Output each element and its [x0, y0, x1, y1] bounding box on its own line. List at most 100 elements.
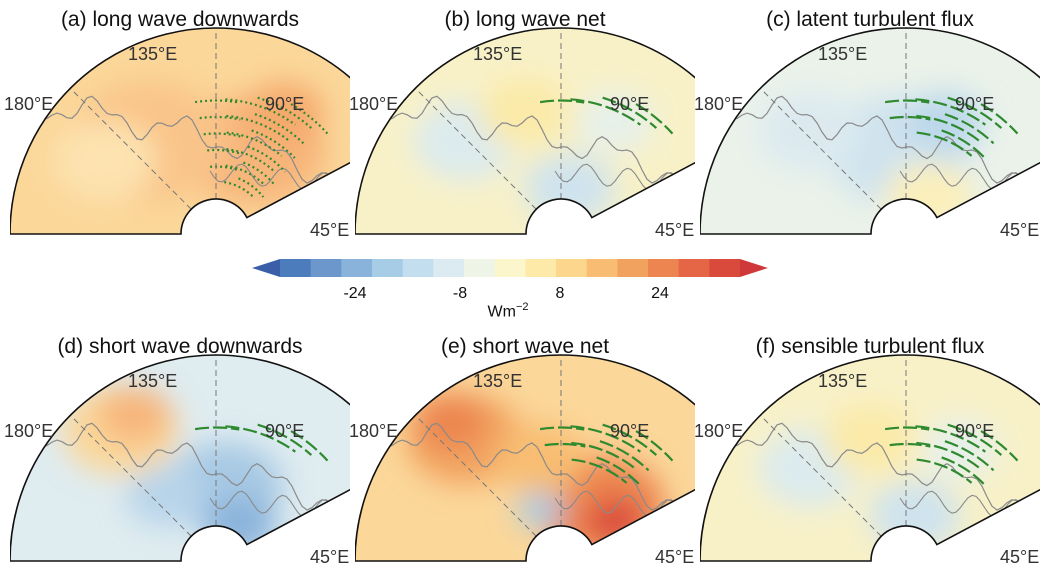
significance-stipple	[194, 99, 240, 104]
longitude-label: 45°E	[310, 220, 350, 240]
longitude-label: 45°E	[655, 220, 695, 240]
longitude-label: 135°E	[818, 44, 868, 64]
longitude-label: 180°E	[4, 94, 54, 114]
colorbar-swatch	[310, 259, 342, 277]
longitude-label: 90°E	[955, 421, 995, 441]
colorbar-swatch	[617, 259, 649, 277]
longitude-label: 135°E	[128, 371, 178, 391]
anomaly-blob	[576, 92, 654, 152]
longitude-label: 45°E	[655, 547, 695, 567]
significance-stipple	[210, 165, 238, 171]
anomaly-blob	[98, 386, 172, 443]
longitude-label: 90°E	[265, 421, 305, 441]
map-sector	[355, 354, 695, 562]
longitude-label: 135°E	[473, 371, 523, 391]
significance-stipple	[947, 423, 1003, 456]
sector-fill	[10, 355, 350, 561]
significance-stipple	[226, 131, 283, 157]
panel-title: (f) sensible turbulent flux	[755, 335, 985, 358]
panel-title: (b) long wave net	[444, 8, 606, 31]
colorbar-swatch	[586, 259, 618, 277]
colorbar: -24 -8 8 24 Wm−2	[250, 255, 770, 325]
significance-stipple	[915, 98, 986, 126]
panel-b: (b) long wave net 135°E 180°E 90°E 45°E	[349, 6, 695, 240]
sector-outline	[355, 27, 695, 235]
colorbar-swatch	[402, 259, 434, 277]
colorbar-swatches	[252, 259, 768, 277]
panel-title: (a) long wave downwards	[60, 8, 300, 31]
significance-stipple	[225, 425, 296, 453]
significance-stipple	[225, 98, 296, 126]
coastline	[376, 95, 678, 184]
sector-outline	[355, 354, 695, 562]
panel-d: (d) short wave downwards 135°E 180°E 90°E 4…	[4, 333, 350, 567]
longitude-label: 180°E	[349, 421, 399, 441]
significance-stipple	[947, 96, 1003, 129]
coastline	[376, 422, 678, 511]
anomaly-blob	[824, 404, 916, 475]
anomaly-blob	[884, 163, 976, 233]
significance-stipple	[944, 440, 995, 472]
significance-stipple	[635, 430, 674, 462]
panel-a: (a) long wave downwards 135°E 180°E 90°E 45…	[4, 6, 350, 240]
significance-stipple	[203, 132, 241, 138]
significance-stipple	[980, 430, 1019, 462]
colorbar-tick: -24	[343, 285, 367, 302]
significance-stipple	[571, 458, 628, 484]
significance-stipple	[916, 441, 980, 469]
significance-stipple	[571, 441, 635, 469]
panel-e: (e) short wave net 135°E 180°E 90°E 45°E	[349, 333, 695, 567]
significance-stipple	[916, 458, 973, 484]
longitude-label: 135°E	[818, 371, 868, 391]
significance-stipple	[602, 423, 658, 456]
significance-stipple	[635, 103, 674, 135]
anomaly-blob	[479, 77, 571, 148]
longitude-label: 90°E	[955, 94, 995, 114]
panel-c: (c) latent turbulent flux 135°E 180°E 90°E…	[694, 6, 1040, 240]
significance-stipple	[290, 430, 329, 462]
significance-stipple	[238, 177, 265, 198]
longitude-label: 180°E	[4, 421, 54, 441]
longitude-label: 135°E	[128, 44, 178, 64]
significance-stipple	[941, 456, 986, 486]
colorbar-swatch	[709, 259, 741, 277]
colorbar-swatch	[556, 259, 588, 277]
colorbar-swatch	[494, 259, 526, 277]
colorbar-swatch	[464, 259, 496, 277]
significance-stipple	[207, 148, 240, 155]
significance-stipple	[194, 426, 240, 431]
significance-stipple	[916, 131, 973, 157]
longitude-label: 135°E	[473, 44, 523, 64]
significance-stipple	[251, 129, 296, 159]
anomaly-blob	[53, 120, 157, 200]
significance-stipple	[570, 425, 641, 453]
colorbar-tick: 24	[651, 285, 669, 302]
coastline	[31, 95, 333, 184]
colorbar-extend-high	[740, 259, 768, 277]
panel-title: (d) short wave downwards	[57, 335, 303, 358]
colorbar-swatch	[341, 259, 373, 277]
anomaly-blob	[516, 491, 564, 528]
significance-stipple	[941, 129, 986, 159]
sector-outline	[10, 354, 350, 562]
colorbar-swatch	[648, 259, 680, 277]
anomaly-blob	[126, 466, 204, 527]
meridian-line	[759, 87, 882, 210]
significance-stipple	[599, 440, 650, 472]
map-sector	[700, 354, 1040, 562]
significance-stipple	[915, 425, 986, 453]
colorbar-swatch	[433, 259, 465, 277]
significance-stipple	[602, 96, 658, 129]
map-sector	[10, 27, 350, 235]
meridian-line	[69, 87, 192, 210]
panel-title: (e) short wave net	[440, 335, 610, 358]
significance-stipple	[224, 181, 255, 199]
map-sector	[700, 27, 1040, 235]
meridian-line	[759, 414, 882, 537]
significance-stipple	[596, 456, 641, 486]
sector-outline	[700, 354, 1040, 562]
longitude-label: 90°E	[610, 421, 650, 441]
anomaly-blob	[413, 392, 487, 449]
longitude-label: 45°E	[1000, 220, 1040, 240]
significance-stipple	[243, 161, 276, 186]
